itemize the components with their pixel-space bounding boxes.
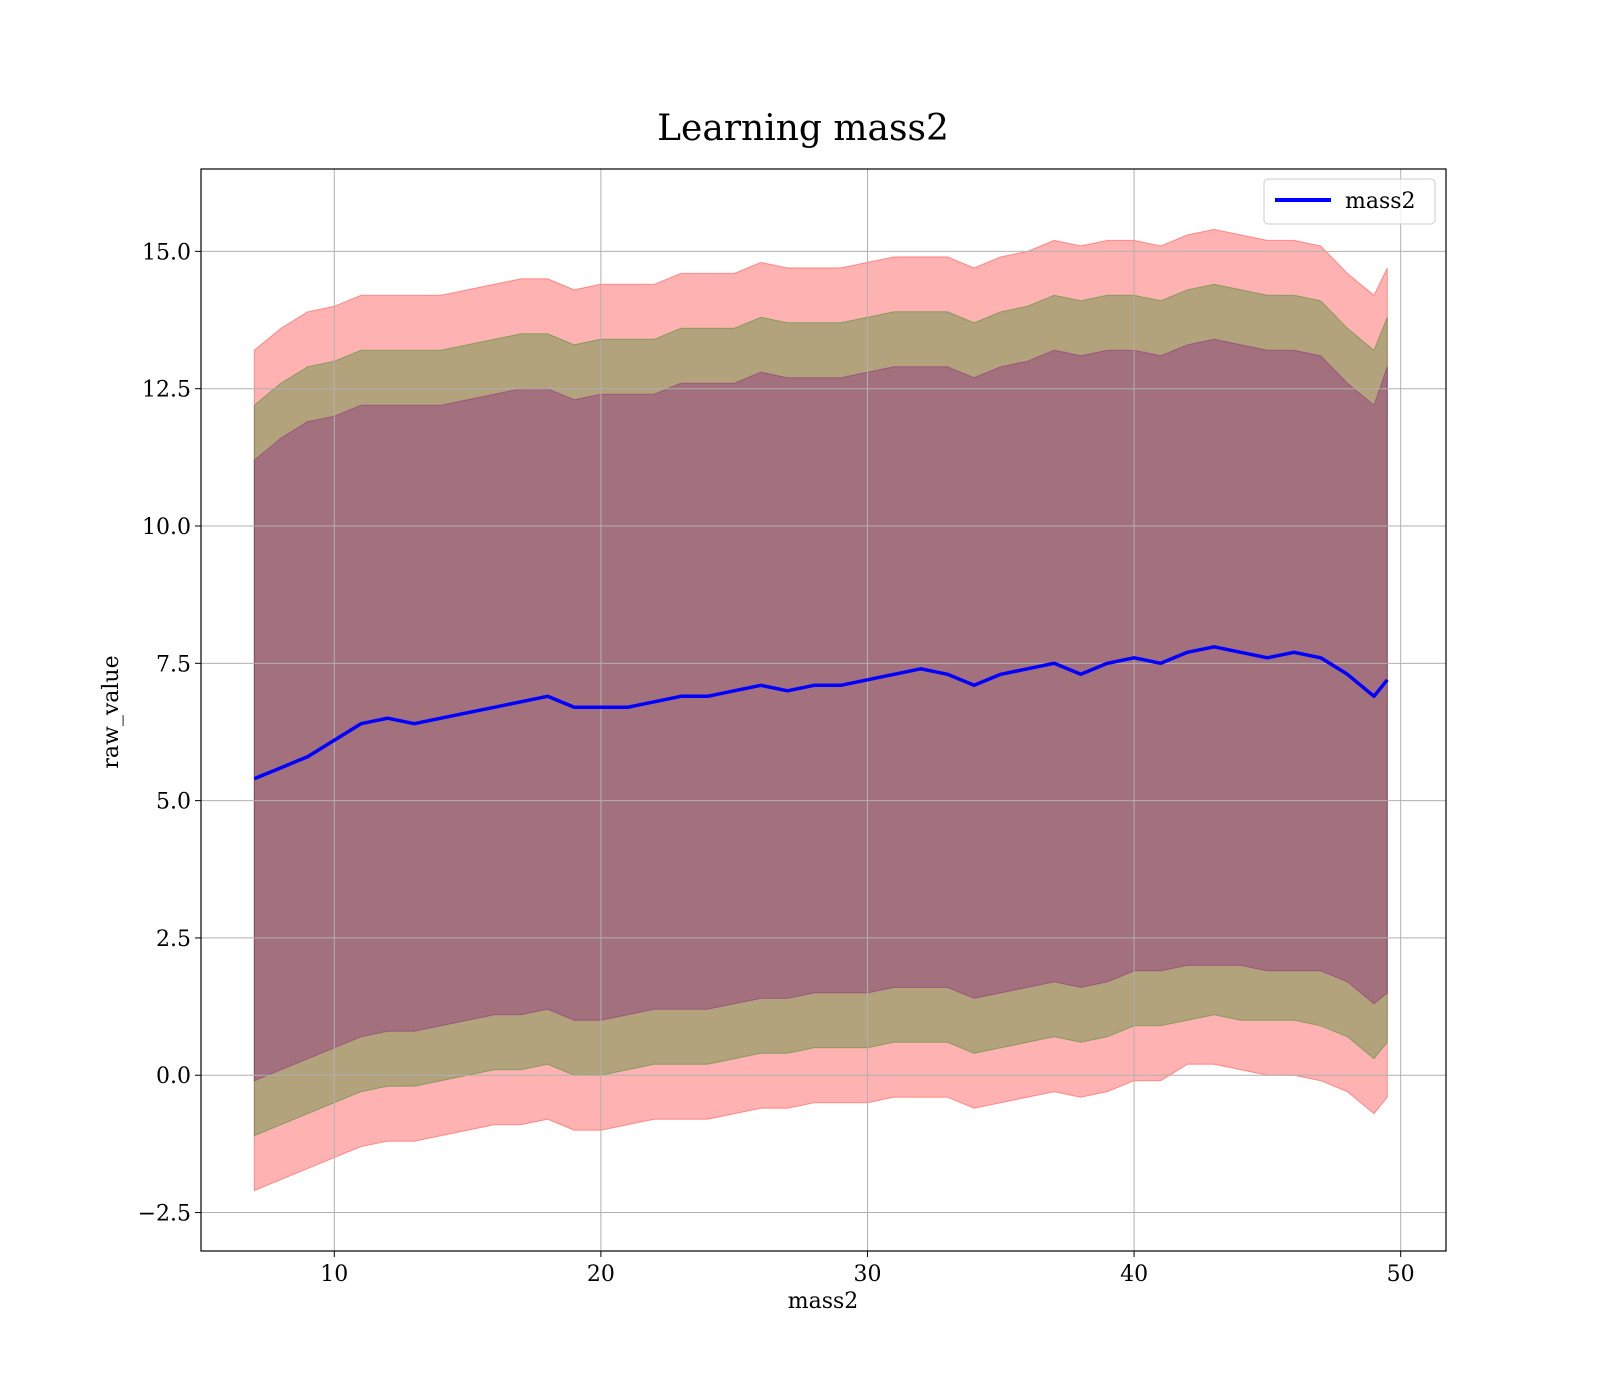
x-axis-label: mass2 [788,1289,859,1314]
plot-area [200,168,1447,1252]
y-axis-label: raw_value [99,655,124,768]
confidence-bands [253,228,1388,1192]
band-outer [253,228,1388,1192]
y-tick-label: 2.5 [156,927,191,952]
x-tick-label: 50 [1387,1262,1415,1287]
y-tick-label: 7.5 [156,652,191,677]
legend-box [1263,178,1436,225]
band-inner [253,338,1388,1082]
y-tick-label: 5.0 [156,790,191,815]
y-tick-label: 10.0 [142,515,191,540]
x-tick-label: 20 [587,1262,615,1287]
x-tick-label: 30 [853,1262,881,1287]
series-layer [253,645,1389,781]
legend: mass2 [1263,178,1436,225]
y-tick-label: −2.5 [138,1202,191,1227]
legend-label-mass2: mass2 [1345,189,1416,214]
y-tick-label: 15.0 [142,240,191,265]
series-line-mass2 [253,645,1389,781]
x-axis-ticks: 10 20 30 40 50 [320,1251,1415,1287]
x-tick-label: 10 [320,1262,348,1287]
y-axis-ticks: −2.5 0.0 2.5 5.0 7.5 10.0 12.5 15.0 [138,240,201,1227]
chart-title: Learning mass2 [657,108,949,149]
plot-frame [200,168,1447,1252]
y-tick-label: 0.0 [156,1064,191,1089]
x-tick-label: 40 [1120,1262,1148,1287]
band-middle [253,283,1388,1137]
grid-lines [201,169,1446,1251]
y-tick-label: 12.5 [142,378,191,403]
